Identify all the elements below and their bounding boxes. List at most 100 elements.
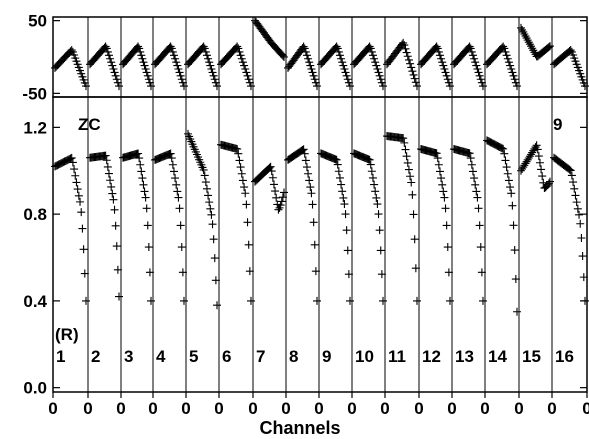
data-point — [233, 42, 242, 51]
data-point — [575, 210, 584, 219]
data-point — [168, 160, 177, 169]
data-point — [167, 154, 176, 163]
data-point — [442, 71, 451, 80]
data-point — [368, 51, 377, 60]
data-point — [432, 42, 441, 51]
data-point — [306, 183, 315, 192]
data-point — [532, 141, 541, 150]
data-point — [446, 82, 454, 91]
data-point — [269, 180, 278, 189]
data-point — [200, 171, 209, 180]
data-point — [472, 187, 481, 196]
data-point — [538, 172, 547, 181]
data-point — [339, 193, 348, 202]
data-point — [546, 177, 554, 186]
data-point — [171, 54, 180, 63]
data-point — [498, 144, 506, 153]
channel-series — [317, 42, 354, 91]
data-point — [508, 201, 517, 210]
data-point — [409, 70, 418, 79]
data-point — [439, 61, 448, 70]
data-point — [268, 173, 277, 182]
data-point — [243, 71, 252, 80]
x-tick-label: 0 — [314, 399, 323, 418]
data-point — [379, 82, 387, 91]
data-point — [238, 176, 247, 185]
channel-label: 1 — [56, 347, 65, 366]
data-point — [407, 178, 416, 187]
x-tick-label: 0 — [582, 399, 589, 418]
axis-tick-labels: 0 0 0 0 0 0 0 0 0 0 0 0 0 0 0 0 01 2 3 4 5 6 7 8 9 10 11 12 13 14 15 16… — [22, 12, 589, 418]
data-point — [507, 64, 516, 73]
y-tick-label: 0.8 — [23, 205, 47, 224]
data-point — [473, 193, 482, 202]
data-point — [76, 197, 85, 206]
data-point — [299, 42, 308, 51]
data-point — [241, 64, 250, 73]
data-point — [109, 195, 118, 204]
data-point — [366, 44, 375, 53]
data-point — [468, 167, 477, 176]
data-point — [569, 178, 578, 187]
data-point — [503, 54, 512, 63]
data-point — [110, 205, 119, 214]
data-point — [440, 64, 449, 73]
data-point — [141, 193, 150, 202]
data-point — [110, 68, 119, 77]
data-point — [565, 165, 574, 174]
data-point — [441, 68, 450, 77]
data-point — [403, 158, 412, 167]
data-point — [267, 167, 276, 176]
data-point — [337, 180, 346, 189]
data-point — [413, 296, 421, 305]
data-point — [530, 48, 539, 57]
data-point — [546, 42, 554, 51]
channel-series — [350, 149, 387, 305]
data-point — [402, 152, 411, 161]
data-point — [205, 58, 214, 67]
data-point — [509, 221, 518, 230]
channel-label: 12 — [422, 347, 441, 366]
channel-label: 11 — [388, 347, 406, 366]
data-point — [106, 54, 115, 63]
channel-series — [184, 129, 221, 310]
data-point — [102, 156, 111, 165]
data-point — [112, 242, 121, 251]
data-point — [342, 226, 351, 235]
data-point — [539, 178, 548, 187]
data-point — [233, 144, 242, 153]
data-point — [271, 187, 280, 196]
data-point — [499, 144, 508, 153]
data-point — [70, 165, 79, 174]
data-point — [71, 171, 80, 180]
data-point — [567, 171, 576, 180]
data-point — [135, 44, 144, 53]
data-point — [437, 174, 446, 183]
data-point — [175, 68, 184, 77]
data-point — [374, 210, 383, 219]
data-point — [103, 162, 112, 171]
data-point — [406, 172, 415, 181]
data-point — [213, 82, 221, 91]
data-point — [435, 51, 444, 60]
channel-series — [217, 140, 255, 305]
data-point — [470, 54, 479, 63]
data-point — [479, 82, 487, 91]
data-point — [472, 61, 481, 70]
data-point — [333, 160, 342, 169]
channel-label: 9 — [322, 347, 331, 366]
data-point — [471, 58, 480, 67]
data-point — [237, 169, 246, 178]
data-point — [313, 296, 321, 305]
y-tick-label: 50 — [28, 12, 47, 31]
channel-series — [483, 42, 521, 91]
data-point — [147, 296, 155, 305]
data-point — [438, 58, 447, 67]
data-point — [500, 44, 509, 53]
data-point — [529, 46, 538, 55]
data-point — [375, 71, 384, 80]
data-point — [309, 218, 318, 227]
data-point — [140, 187, 149, 196]
